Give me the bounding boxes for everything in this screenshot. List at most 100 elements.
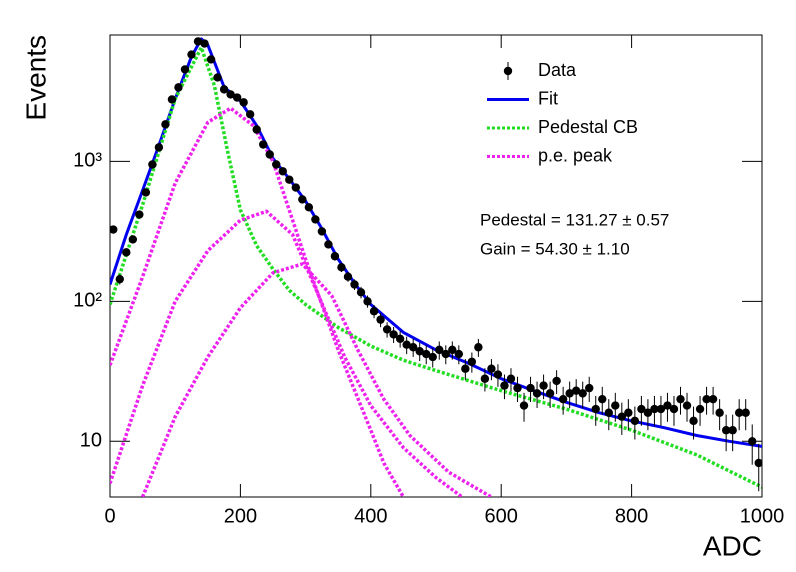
legend-label: Pedestal CB bbox=[538, 117, 638, 137]
data-point bbox=[148, 160, 157, 169]
data-point bbox=[200, 39, 209, 48]
data-point bbox=[317, 227, 327, 236]
data-point bbox=[650, 404, 659, 414]
data-point bbox=[382, 325, 392, 334]
data-point bbox=[467, 357, 477, 366]
data-point bbox=[519, 401, 529, 410]
data-point bbox=[141, 188, 151, 197]
data-point bbox=[454, 349, 464, 359]
data-point bbox=[422, 349, 431, 359]
data-point bbox=[291, 183, 301, 192]
data-point bbox=[513, 383, 522, 393]
data-point bbox=[135, 210, 144, 219]
data-point bbox=[676, 394, 685, 404]
data-point bbox=[167, 95, 177, 104]
data-point bbox=[324, 240, 333, 249]
data-point bbox=[435, 345, 444, 355]
data-point bbox=[252, 125, 261, 134]
data-point bbox=[298, 195, 307, 204]
data-point bbox=[500, 381, 509, 390]
data-point bbox=[311, 215, 320, 224]
data-point bbox=[278, 167, 287, 176]
data-point bbox=[695, 404, 705, 414]
data-point bbox=[552, 376, 561, 386]
data-point bbox=[128, 235, 138, 244]
plot-area bbox=[110, 37, 762, 497]
y-axis-title: Events bbox=[20, 35, 51, 121]
fit-curve bbox=[140, 262, 493, 497]
data-point bbox=[285, 175, 294, 184]
data-point bbox=[630, 416, 640, 426]
fit-curve bbox=[110, 37, 762, 448]
data-point bbox=[369, 307, 379, 316]
data-point bbox=[493, 370, 503, 379]
y-tick-label: 10² bbox=[73, 290, 102, 312]
data-point bbox=[402, 340, 411, 349]
data-point bbox=[565, 389, 574, 398]
data-point bbox=[682, 401, 692, 410]
data-point bbox=[617, 412, 627, 421]
y-tick-label: 10³ bbox=[73, 150, 102, 172]
fit-curve bbox=[110, 106, 405, 497]
data-point bbox=[356, 288, 366, 297]
data-point bbox=[591, 404, 600, 414]
data-point bbox=[193, 37, 203, 46]
x-tick-label: 0 bbox=[104, 505, 115, 527]
annotation: Gain = 54.30 ± 1.10 bbox=[480, 239, 630, 258]
data-point bbox=[272, 160, 281, 169]
data-point bbox=[461, 364, 470, 373]
x-tick-label: 800 bbox=[615, 505, 648, 527]
legend-label: Data bbox=[538, 60, 577, 80]
data-point bbox=[343, 272, 353, 281]
annotation: Pedestal = 131.27 ± 0.57 bbox=[480, 210, 669, 229]
x-tick-label: 1000 bbox=[740, 505, 785, 527]
data-point bbox=[702, 394, 711, 404]
data-point bbox=[637, 404, 646, 414]
data-point bbox=[389, 330, 398, 339]
data-point bbox=[265, 150, 274, 159]
data-point bbox=[545, 389, 555, 398]
data-point bbox=[122, 248, 131, 257]
data-point bbox=[754, 458, 762, 468]
data-point bbox=[408, 343, 418, 352]
legend-label: p.e. peak bbox=[538, 145, 613, 165]
data-point bbox=[232, 93, 242, 102]
data-point bbox=[656, 404, 666, 414]
data-point bbox=[611, 401, 620, 410]
data-point bbox=[441, 349, 450, 359]
data-point bbox=[728, 426, 737, 435]
data-point bbox=[506, 374, 516, 383]
data-point bbox=[526, 383, 535, 393]
data-point bbox=[721, 426, 731, 435]
data-point bbox=[734, 408, 744, 417]
data-point bbox=[585, 383, 594, 393]
data-point bbox=[708, 394, 718, 404]
data-point bbox=[539, 381, 548, 390]
data-point bbox=[350, 280, 359, 289]
data-point bbox=[259, 140, 268, 149]
data-point bbox=[715, 408, 724, 417]
data-point bbox=[376, 315, 385, 324]
data-point bbox=[689, 416, 698, 426]
data-point bbox=[245, 110, 255, 119]
data-point bbox=[571, 386, 581, 395]
legend-swatch bbox=[503, 66, 513, 76]
data-point bbox=[395, 334, 405, 344]
data-point bbox=[598, 394, 607, 404]
data-point bbox=[643, 408, 653, 417]
plot-frame bbox=[109, 34, 763, 498]
x-tick-label: 600 bbox=[485, 505, 518, 527]
data-point bbox=[304, 203, 314, 212]
fit-curve bbox=[110, 209, 464, 497]
data-point bbox=[337, 263, 346, 272]
data-point bbox=[480, 374, 490, 383]
data-point bbox=[115, 274, 124, 284]
x-axis-title: ADC bbox=[703, 530, 762, 561]
legend-label: Fit bbox=[538, 88, 558, 108]
data-point bbox=[180, 65, 190, 74]
data-point bbox=[448, 345, 457, 355]
data-point bbox=[363, 297, 372, 306]
data-point bbox=[187, 50, 196, 59]
data-point bbox=[174, 83, 183, 92]
data-point bbox=[663, 401, 672, 410]
